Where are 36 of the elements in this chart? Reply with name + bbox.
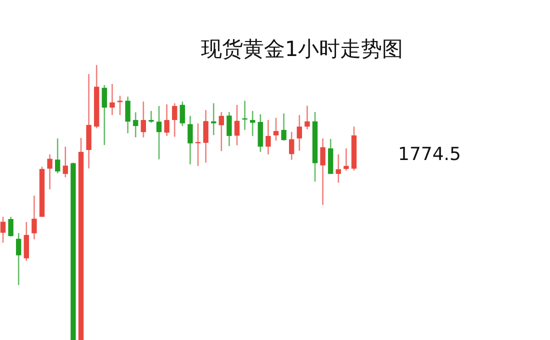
candlestick <box>156 105 162 160</box>
candlestick <box>102 84 107 146</box>
candlestick <box>296 114 302 152</box>
candlestick <box>164 104 170 137</box>
candlestick <box>62 146 68 178</box>
text: 1774.5 <box>398 144 461 165</box>
candlestick <box>180 100 185 127</box>
candlestick <box>250 110 256 137</box>
candlestick <box>0 216 6 244</box>
candlestick <box>211 102 216 136</box>
candlestick <box>140 100 146 138</box>
candlestick <box>320 138 326 206</box>
candlestick <box>172 102 178 138</box>
candlestick <box>336 154 341 184</box>
candlestick <box>266 119 271 156</box>
candlestick <box>281 112 286 142</box>
candlestick <box>8 216 14 238</box>
candlestick <box>110 83 115 116</box>
candlestick <box>304 105 310 130</box>
candlestick <box>188 115 193 165</box>
candlestick <box>273 117 279 142</box>
candlestick <box>47 154 52 190</box>
candlestick <box>32 194 37 240</box>
candlestick <box>24 221 29 262</box>
candlestick <box>203 109 208 164</box>
candlestick <box>218 111 224 152</box>
candlestick <box>133 112 138 138</box>
candlestick <box>55 138 60 174</box>
candlestick <box>234 104 240 146</box>
candlestick <box>16 232 22 286</box>
candlestick <box>289 131 294 161</box>
candlestick <box>226 111 232 147</box>
candlestick <box>344 148 349 172</box>
candlestick <box>148 110 154 124</box>
candlestick <box>125 96 130 134</box>
chart-title: 现货黄金1小时走势图 <box>200 37 404 61</box>
